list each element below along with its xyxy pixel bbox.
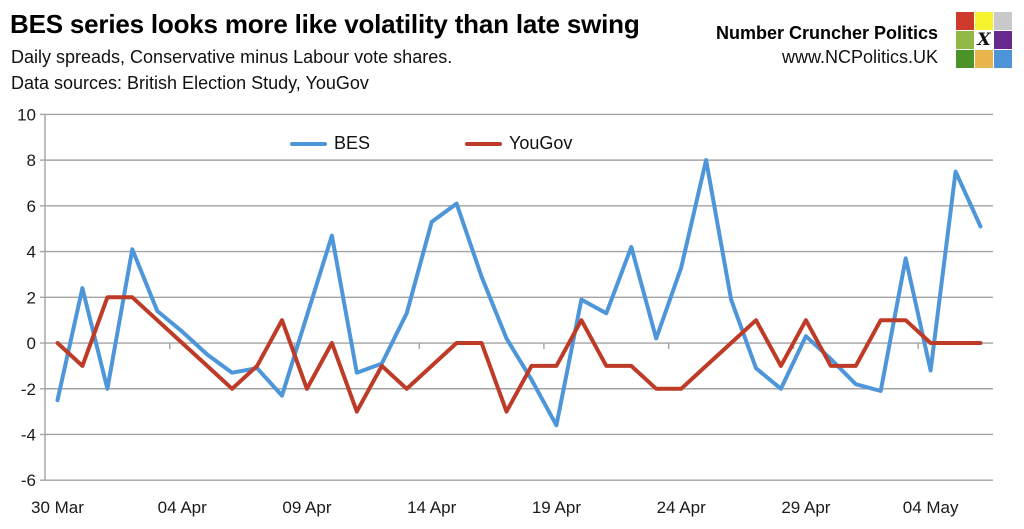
x-axis-label: 09 Apr [282, 498, 331, 517]
y-axis-label: 0 [27, 334, 36, 353]
page-title: BES series looks more like volatility th… [10, 9, 640, 39]
y-axis-label: -4 [21, 425, 36, 444]
x-axis-label: 30 Mar [31, 498, 84, 517]
x-axis-label: 04 May [903, 498, 959, 517]
logo-cell [994, 31, 1012, 49]
logo-cell: X [975, 30, 993, 50]
legend-item-yougov: YouGov [465, 133, 572, 154]
y-axis-label: -6 [21, 471, 36, 490]
logo-cell [956, 12, 974, 30]
logo-x-glyph: X [977, 30, 991, 50]
legend-label-yougov: YouGov [509, 133, 573, 153]
brand-logo-grid: X [956, 12, 1012, 68]
legend-item-bes: BES [290, 133, 370, 154]
y-axis-label: 2 [27, 288, 36, 307]
x-axis-label: 04 Apr [158, 498, 207, 517]
logo-cell [956, 50, 974, 68]
legend-label-bes: BES [334, 133, 371, 153]
bes-line-swatch [290, 141, 327, 146]
logo-cell [994, 50, 1012, 68]
y-axis-label: 8 [27, 151, 36, 170]
brand-name: Number Cruncher Politics [715, 23, 938, 43]
y-axis-label: 10 [17, 105, 36, 124]
logo-cell [975, 12, 993, 30]
logo-cell [975, 50, 993, 68]
chart-data-sources: Data sources: British Election Study, Yo… [11, 73, 369, 93]
x-axis-label: 29 Apr [781, 498, 830, 517]
yougov-line-swatch [465, 141, 502, 146]
x-axis-label: 24 Apr [657, 498, 706, 517]
logo-cell [994, 12, 1012, 30]
brand-url: www.NCPolitics.UK [781, 47, 938, 67]
x-axis-label: 19 Apr [532, 498, 581, 517]
series-line-yougov [55, 295, 983, 414]
x-axis-label: 14 Apr [407, 498, 456, 517]
chart-subtitle: Daily spreads, Conservative minus Labour… [11, 47, 453, 67]
y-axis-label: -2 [21, 380, 36, 399]
logo-cell [956, 31, 974, 49]
y-axis-label: 4 [27, 243, 36, 262]
y-axis-label: 6 [27, 197, 36, 216]
